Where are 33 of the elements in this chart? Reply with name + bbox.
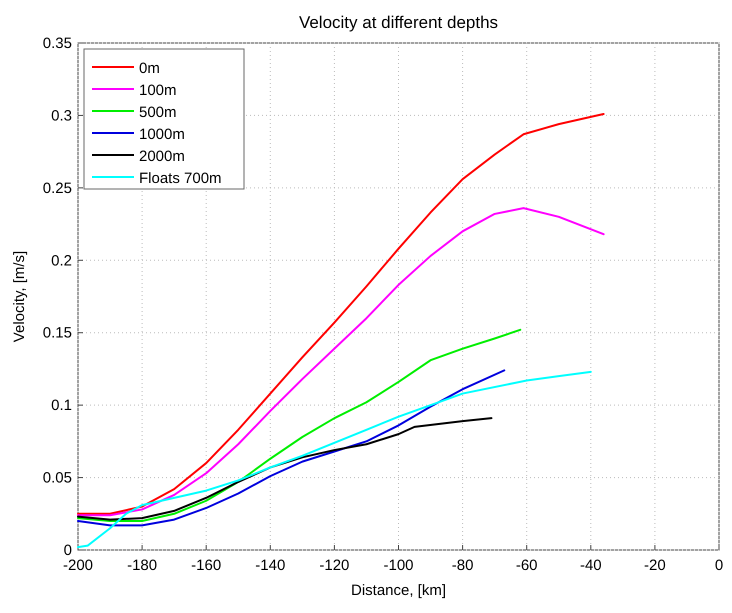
y-axis-title: Velocity, [m/s] (11, 250, 28, 342)
y-tick-label: 0.3 (51, 107, 72, 124)
x-tick-label: -60 (516, 557, 538, 574)
line-series (77, 328, 522, 522)
x-tick-label: -140 (255, 557, 286, 574)
chart-title: Velocity at different depths (298, 13, 498, 32)
x-tick-label: -40 (580, 557, 602, 574)
y-tick-label: 0.2 (51, 252, 72, 270)
line-series (77, 417, 492, 521)
x-tick-label: -200 (62, 557, 94, 574)
legend-label: 500m (139, 104, 177, 121)
y-tick-label: 0 (64, 542, 72, 559)
y-tick-label: 0.35 (42, 35, 72, 52)
legend-label: 2000m (139, 148, 185, 165)
legend-label: 0m (139, 60, 160, 77)
legend-label: Floats 700m (139, 170, 222, 187)
x-tick-label: -20 (644, 557, 666, 574)
y-tick-label: 0.15 (42, 324, 72, 342)
line-series (77, 207, 605, 516)
y-tick-label: 0.1 (51, 397, 72, 414)
legend-label: 100m (139, 82, 177, 99)
y-tick-label: 0.05 (42, 470, 72, 487)
x-tick-label: -180 (127, 557, 158, 574)
y-tick-label: 0.25 (42, 180, 72, 197)
x-tick-label: 0 (714, 557, 724, 574)
x-tick-label: -120 (319, 557, 350, 574)
x-tick-label: -100 (383, 557, 414, 574)
x-tick-label: -160 (191, 557, 222, 574)
line-series (77, 369, 506, 526)
x-tick-label: -80 (452, 557, 474, 574)
legend-label: 1000m (139, 126, 185, 143)
line-series (77, 370, 592, 548)
x-axis-title: Distance, [km] (350, 582, 446, 599)
